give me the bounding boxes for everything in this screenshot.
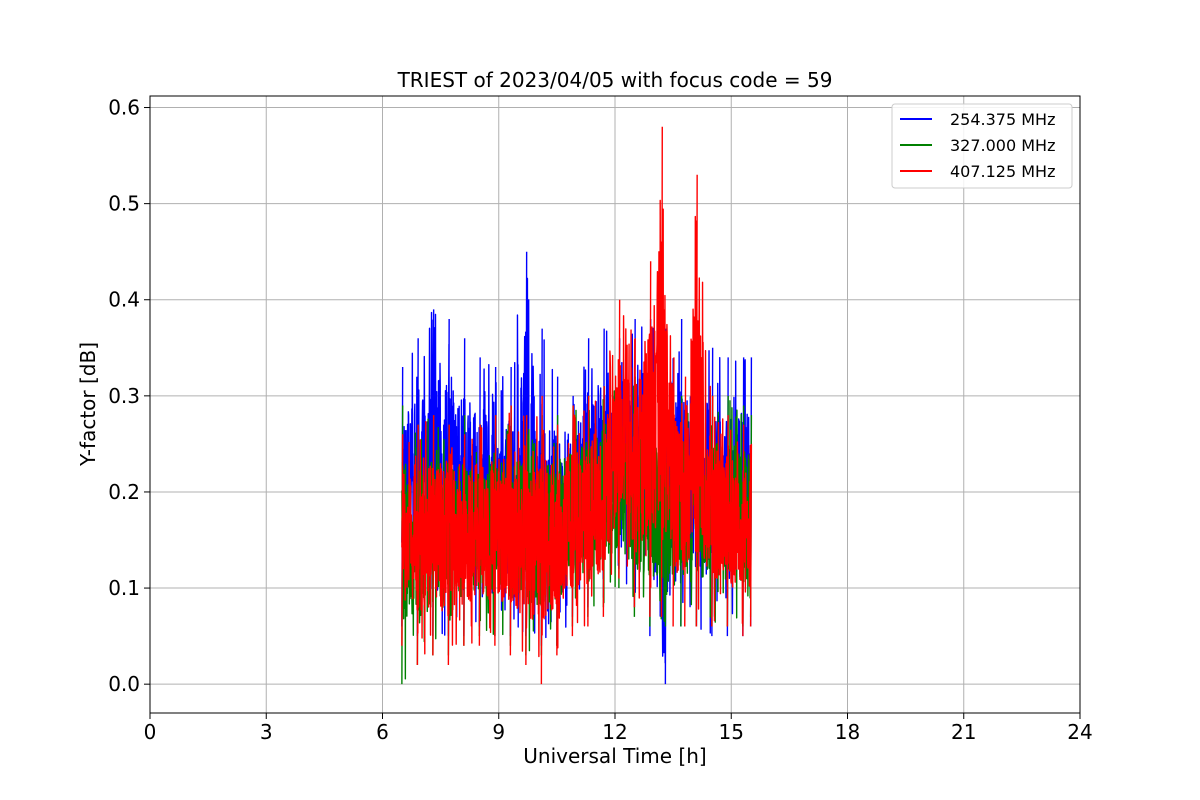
- x-tick-label: 9: [492, 720, 505, 744]
- y-tick-label: 0.0: [108, 672, 140, 696]
- y-tick-label: 0.3: [108, 384, 140, 408]
- legend-label: 407.125 MHz: [950, 162, 1055, 181]
- x-tick-label: 0: [144, 720, 157, 744]
- x-tick-label: 12: [602, 720, 627, 744]
- x-axis-label: Universal Time [h]: [523, 744, 706, 768]
- y-tick-label: 0.6: [108, 96, 140, 120]
- y-tick-label: 0.2: [108, 480, 140, 504]
- chart-title: TRIEST of 2023/04/05 with focus code = 5…: [397, 68, 833, 92]
- y-tick-label: 0.4: [108, 288, 140, 312]
- x-tick-label: 3: [260, 720, 273, 744]
- x-tick-label: 21: [951, 720, 976, 744]
- x-tick-label: 6: [376, 720, 389, 744]
- y-tick-label: 0.5: [108, 192, 140, 216]
- legend-box: [891, 103, 1073, 189]
- x-tick-label: 18: [835, 720, 860, 744]
- x-tick-label: 15: [719, 720, 744, 744]
- legend-label: 327.000 MHz: [950, 136, 1055, 155]
- y-axis-ticks: 0.0 0.1 0.2 0.3 0.4 0.5 0.6: [108, 96, 150, 696]
- legend-label: 254.375 MHz: [950, 110, 1055, 129]
- y-axis-label: Y-factor [dB]: [76, 342, 100, 467]
- legend: 254.375 MHz 327.000 MHz 407.125 MHz: [891, 103, 1073, 189]
- y-tick-label: 0.1: [108, 576, 140, 600]
- x-tick-label: 24: [1067, 720, 1092, 744]
- x-axis-ticks: 0 3 6 9 12 15 18 21 24: [144, 713, 1093, 744]
- series-layer: [401, 126, 753, 685]
- series-line-2: [401, 126, 753, 685]
